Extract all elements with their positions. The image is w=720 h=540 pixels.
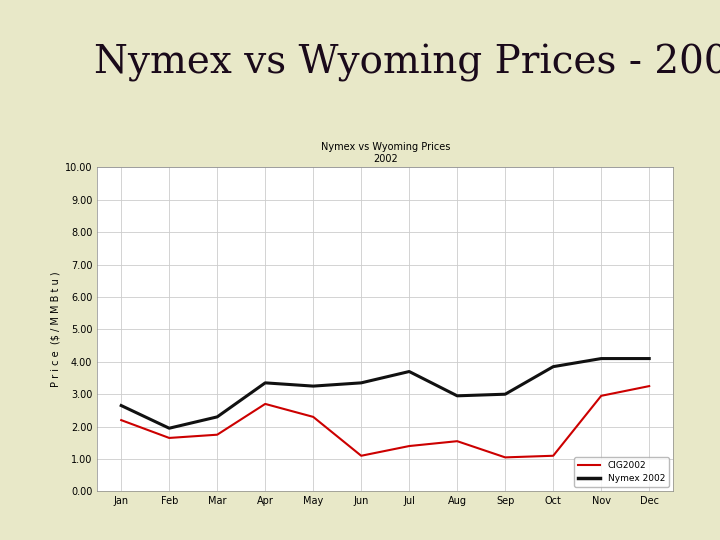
Title: Nymex vs Wyoming Prices
2002: Nymex vs Wyoming Prices 2002 xyxy=(320,142,450,164)
Y-axis label: P r i c e  ($ / M M B t u ): P r i c e ($ / M M B t u ) xyxy=(50,272,60,387)
Text: Nymex vs Wyoming Prices - 2002: Nymex vs Wyoming Prices - 2002 xyxy=(94,44,720,82)
Legend: CIG2002, Nymex 2002: CIG2002, Nymex 2002 xyxy=(575,457,669,487)
